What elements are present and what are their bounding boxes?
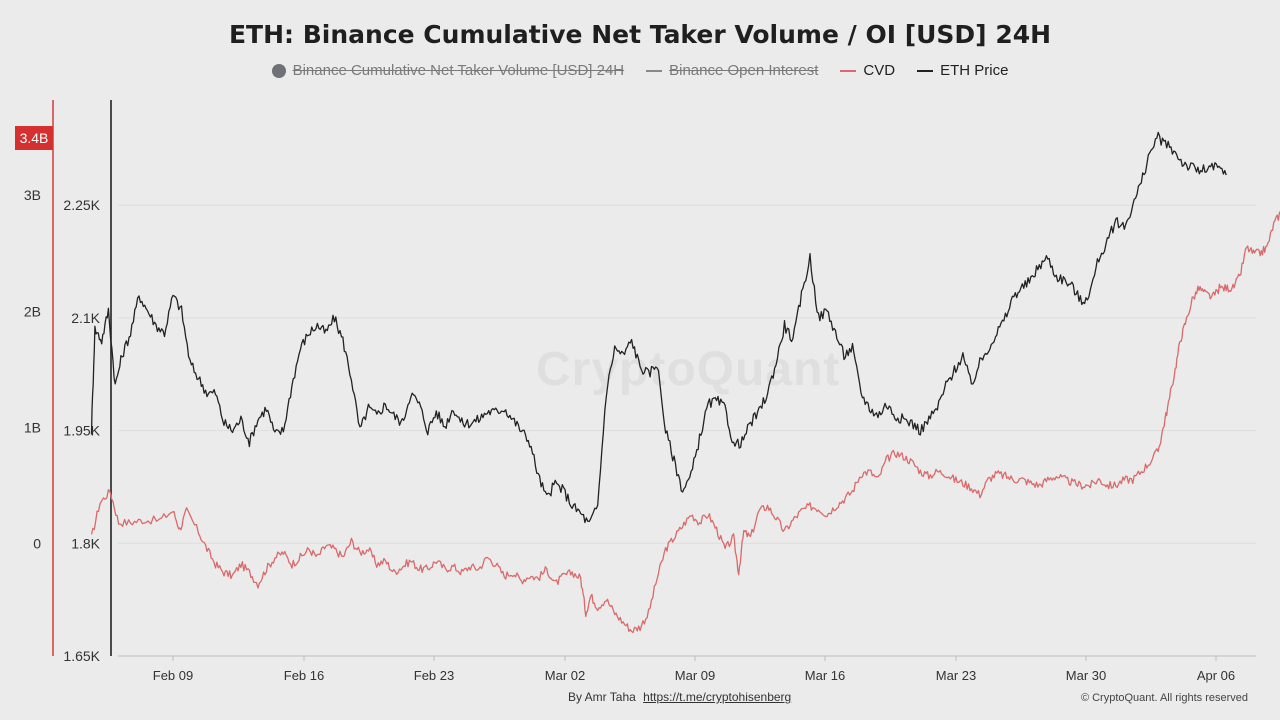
x-tick-label: Mar 30	[1066, 668, 1106, 683]
cvd-line	[90, 210, 1280, 634]
legend-item-open-interest[interactable]: Binance Open Interest	[646, 62, 818, 79]
price-tick-label: 2.25K	[63, 197, 100, 213]
watermark: CryptoQuant	[536, 343, 841, 396]
legend-label: CVD	[863, 62, 896, 79]
line-icon	[917, 69, 934, 72]
cvd-tick-label: 3B	[24, 187, 41, 203]
x-tick-label: Feb 09	[153, 668, 193, 683]
legend-label: Binance Open Interest	[669, 62, 819, 79]
footer-copyright: © CryptoQuant. All rights reserved	[1080, 692, 1248, 704]
footer-author: By Amr Taha https://t.me/cryptohisenberg	[568, 690, 791, 704]
x-tick-label: Mar 09	[675, 668, 715, 683]
x-tick-label: Mar 02	[545, 668, 585, 683]
legend-label: Binance Cumulative Net Taker Volume [USD…	[292, 62, 625, 79]
price-tick-label: 1.8K	[71, 535, 100, 551]
price-tick-label: 1.95K	[63, 423, 100, 439]
x-tick-label: Mar 16	[805, 668, 845, 683]
author-text: By Amr Taha	[568, 690, 636, 704]
x-tick-label: Apr 06	[1197, 668, 1235, 683]
line-icon	[840, 69, 857, 72]
legend: Binance Cumulative Net Taker Volume [USD…	[0, 62, 1280, 79]
price-tick-label: 1.65K	[63, 648, 100, 664]
cvd-tick-label: 1B	[24, 419, 41, 435]
legend-item-cvd[interactable]: CVD	[840, 62, 895, 79]
cvd-tick-label: 2B	[24, 303, 41, 319]
chart-title: ETH: Binance Cumulative Net Taker Volume…	[228, 20, 1052, 49]
cvd-current-value-tag: 3.4B	[15, 126, 53, 150]
legend-item-eth-price[interactable]: ETH Price	[917, 62, 1008, 79]
x-tick-label: Feb 16	[284, 668, 324, 683]
x-tick-label: Mar 23	[936, 668, 976, 683]
legend-label: ETH Price	[940, 62, 1009, 79]
eth-price-line	[90, 131, 1227, 524]
circle-icon	[271, 63, 286, 78]
x-tick-label: Feb 23	[414, 668, 454, 683]
cvd-tick-label: 0	[33, 535, 41, 551]
legend-item-net-taker-volume[interactable]: Binance Cumulative Net Taker Volume [USD…	[271, 62, 625, 79]
author-link[interactable]: https://t.me/cryptohisenberg	[643, 690, 792, 704]
price-tick-label: 2.1K	[71, 310, 100, 326]
line-icon	[646, 69, 663, 72]
